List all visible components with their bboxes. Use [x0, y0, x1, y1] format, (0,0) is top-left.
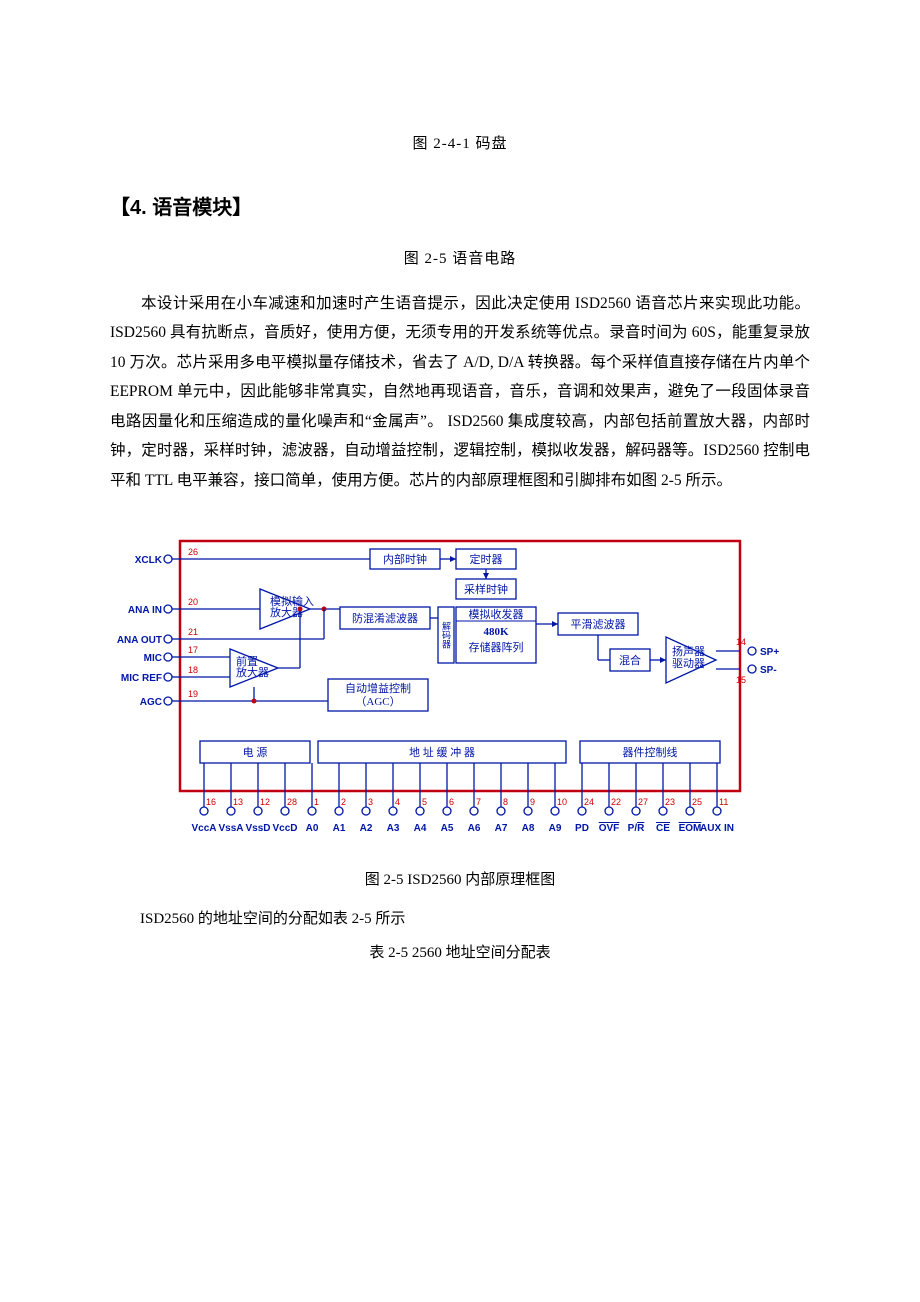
svg-text:PD: PD: [575, 823, 589, 834]
block-analog-in-amp-1: 模拟输入: [270, 594, 314, 608]
pin-num-18: 18: [188, 665, 198, 675]
svg-text:28: 28: [287, 797, 297, 807]
block-power: 电 源: [243, 745, 268, 759]
figure-caption-2-5-bottom: 图 2-5 ISD2560 内部原理框图: [110, 866, 810, 895]
svg-text:25: 25: [692, 797, 702, 807]
block-mem-size: 480K: [483, 626, 509, 638]
block-agc-2: （AGC）: [355, 695, 400, 708]
svg-text:3: 3: [368, 797, 373, 807]
svg-text:VssD: VssD: [245, 823, 270, 834]
svg-text:A1: A1: [333, 823, 346, 834]
block-ctrl-lines: 器件控制线: [623, 745, 678, 759]
svg-text:9: 9: [530, 797, 535, 807]
svg-text:23: 23: [665, 797, 675, 807]
svg-text:P/R: P/R: [628, 823, 645, 834]
pin-label-micref: MIC REF: [121, 673, 162, 684]
svg-text:A9: A9: [549, 823, 562, 834]
block-preamp-1: 前置: [236, 654, 258, 668]
right-pins: 14 SP+ 15 SP-: [736, 637, 779, 685]
pin-label-anain: ANA IN: [128, 605, 162, 616]
svg-text:12: 12: [260, 797, 270, 807]
block-xcvr: 模拟收发器: [469, 607, 524, 621]
svg-text:1: 1: [314, 797, 319, 807]
pin-num-26: 26: [188, 547, 198, 557]
block-anti-alias: 防混淆滤波器: [352, 611, 418, 625]
block-smooth-filter: 平滑滤波器: [571, 618, 626, 631]
address-space-line: ISD2560 的地址空间的分配如表 2-5 所示: [140, 905, 810, 934]
svg-text:VccD: VccD: [272, 823, 297, 834]
svg-text:22: 22: [611, 797, 621, 807]
figure-caption-2-5-top: 图 2-5 语音电路: [110, 245, 810, 274]
block-internal-clock: 内部时钟: [383, 552, 427, 566]
svg-text:VssA: VssA: [218, 823, 243, 834]
pin-label-xclk: XCLK: [135, 555, 163, 566]
block-agc-1: 自动增益控制: [345, 681, 411, 695]
svg-text:CE: CE: [656, 823, 670, 834]
bottom-pins: 16 VccA 13 VssA 12 VssD 28 VccD 1 A0 2 A1 3 A2 4 A3 5 A4 6…: [191, 763, 733, 834]
document-page: 图 2-4-1 码盘 【4. 语音模块】 图 2-5 语音电路 本设计采用在小车…: [0, 0, 920, 1302]
pin-label-spp: SP+: [760, 647, 779, 658]
svg-text:A6: A6: [468, 823, 481, 834]
block-preamp-2: 放大器: [236, 665, 269, 679]
pin-num-20: 20: [188, 597, 198, 607]
svg-text:A0: A0: [306, 823, 319, 834]
svg-text:27: 27: [638, 797, 648, 807]
pin-num-15: 15: [736, 675, 746, 685]
svg-text:11: 11: [719, 797, 728, 807]
svg-text:2: 2: [341, 797, 346, 807]
block-spk-1: 扬声器: [672, 644, 705, 658]
svg-text:AUX IN: AUX IN: [700, 823, 734, 834]
pin-label-spm: SP-: [760, 665, 777, 676]
svg-text:A2: A2: [360, 823, 373, 834]
block-analog-in-amp-2: 放大器: [270, 605, 303, 619]
svg-text:10: 10: [557, 797, 567, 807]
left-pins: XCLK 26 ANA IN 20 ANA OUT 21 MIC 17: [117, 547, 198, 708]
table-caption-2-5: 表 2-5 2560 地址空间分配表: [110, 939, 810, 968]
svg-text:A3: A3: [387, 823, 400, 834]
pin-num-19: 19: [188, 689, 198, 699]
svg-text:16: 16: [206, 797, 216, 807]
pin-num-14: 14: [736, 637, 746, 647]
svg-text:6: 6: [449, 797, 454, 807]
block-mem-array: 存储器阵列: [469, 640, 524, 654]
svg-text:A7: A7: [495, 823, 508, 834]
pin-num-17: 17: [188, 645, 198, 655]
block-sample-clock: 采样时钟: [464, 582, 508, 596]
svg-text:7: 7: [476, 797, 481, 807]
block-timer: 定时器: [470, 552, 503, 566]
block-addr-decoder: 解码器: [441, 620, 451, 648]
section-4-heading: 【4. 语音模块】: [110, 189, 810, 227]
block-mux: 混合: [619, 653, 641, 667]
pin-label-anaout: ANA OUT: [117, 635, 162, 646]
svg-text:VccA: VccA: [191, 823, 216, 834]
figure-caption-2-4-1: 图 2-4-1 码盘: [110, 130, 810, 159]
pin-label-agc: AGC: [140, 697, 162, 708]
svg-text:A4: A4: [414, 823, 427, 834]
isd2560-block-diagram: 内部时钟 定时器 采样时钟 模拟输入 放大器 防混淆滤波器 解码器 模拟收发器: [110, 531, 810, 851]
block-spk-2: 驱动器: [672, 657, 705, 670]
svg-text:8: 8: [503, 797, 508, 807]
svg-text:4: 4: [395, 797, 400, 807]
svg-text:13: 13: [233, 797, 243, 807]
svg-text:A8: A8: [522, 823, 535, 834]
pin-label-mic: MIC: [144, 653, 162, 664]
svg-text:24: 24: [584, 797, 594, 807]
svg-text:5: 5: [422, 797, 427, 807]
svg-text:EOM: EOM: [679, 823, 702, 834]
figure-2-5-diagram: 内部时钟 定时器 采样时钟 模拟输入 放大器 防混淆滤波器 解码器 模拟收发器: [110, 531, 810, 862]
svg-text:A5: A5: [441, 823, 454, 834]
pin-num-21: 21: [188, 627, 198, 637]
svg-text:OVF: OVF: [599, 823, 620, 834]
block-addr-buffer: 地 址 缓 冲 器: [409, 745, 475, 759]
body-paragraph: 本设计采用在小车减速和加速时产生语音提示，因此决定使用 ISD2560 语音芯片…: [110, 289, 810, 495]
